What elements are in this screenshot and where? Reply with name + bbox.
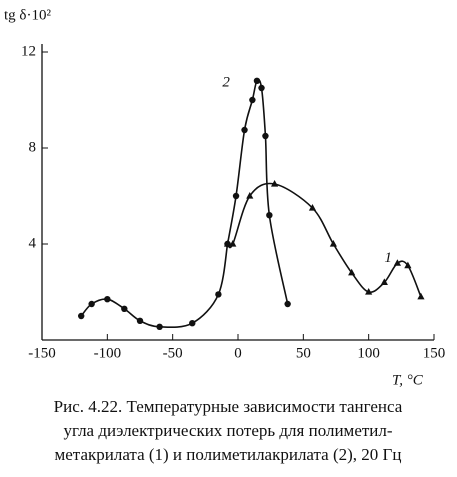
x-tick-label: 0 [234,345,242,361]
point [232,192,240,200]
point [156,323,163,330]
point [365,288,373,295]
y-tick-label: 8 [29,139,37,155]
curve [226,78,289,305]
x-axis-label: T, °C [392,372,424,388]
point [88,300,95,308]
point [417,292,425,300]
point [136,317,144,324]
point [404,261,412,269]
point [348,268,356,276]
point [121,305,128,312]
curve-label: 2 [222,75,230,91]
point [258,84,265,92]
x-tick-label: 150 [423,345,446,361]
caption: угла диэлектрических потерь для полимети… [63,421,392,440]
caption: Рис. 4.22. Температурные зависимости тан… [54,397,403,416]
point [308,204,317,211]
curve [80,243,229,329]
x-tick-label: -50 [163,345,183,361]
point [393,259,402,266]
point [249,96,256,104]
curve-label: 1 [384,250,392,266]
point [241,126,248,134]
point [380,278,388,285]
point [78,312,85,320]
point [262,132,269,140]
point [189,320,196,327]
point [215,291,222,298]
point [253,77,261,85]
point [223,240,232,247]
x-tick-label: -100 [94,345,122,361]
y-tick-label: 12 [21,43,36,59]
point [270,180,279,187]
x-tick-label: 50 [296,345,311,361]
curve [226,182,422,298]
y-axis-label: tg δ·10² [4,7,51,23]
caption: метакрилата (1) и полиметилакрилата (2),… [55,445,402,464]
point [266,212,273,219]
x-tick-label: -150 [28,345,56,361]
point [329,240,337,247]
point [246,192,254,199]
y-tick-label: 4 [29,235,37,251]
point [284,300,291,308]
point [229,240,237,247]
x-tick-label: 100 [357,345,380,361]
point [104,296,111,303]
